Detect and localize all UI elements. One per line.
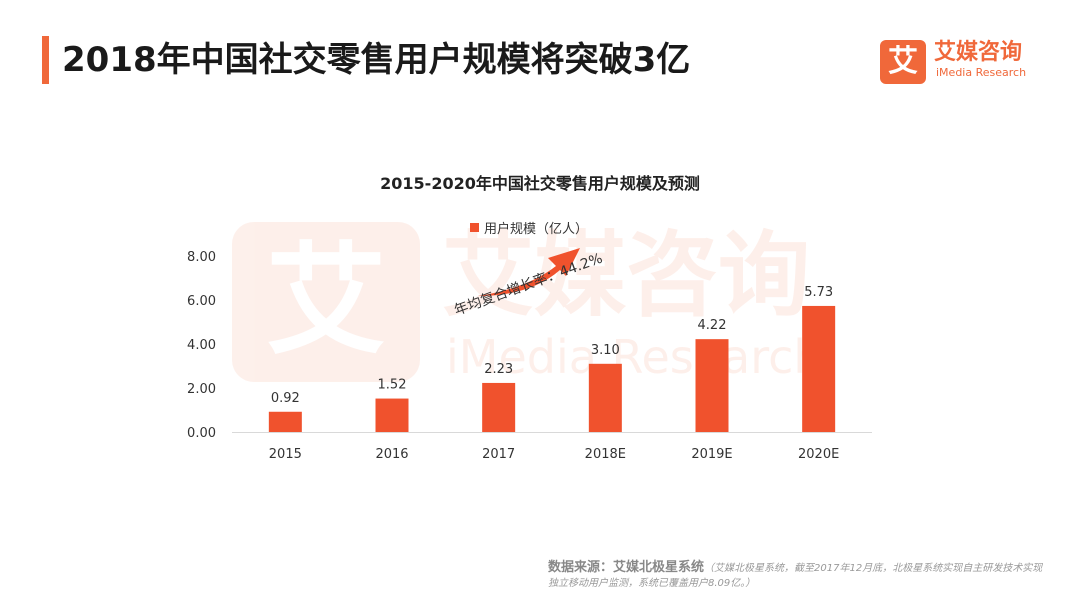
y-tick-label: 8.00 <box>187 250 216 265</box>
page-title: 2018年中国社交零售用户规模将突破3亿 <box>62 40 691 80</box>
data-label: 3.10 <box>591 343 620 358</box>
data-label: 0.92 <box>271 391 300 406</box>
brand-subtitle: iMedia Research <box>936 66 1027 79</box>
x-tick-label: 2019E <box>691 447 732 462</box>
data-label: 2.23 <box>484 362 513 377</box>
x-tick-label: 2020E <box>798 447 839 462</box>
brand-mark-icon: 艾 <box>880 40 926 84</box>
source-system: 艾媒北极星系统 <box>613 560 705 575</box>
chart-legend: 用户规模（亿人） <box>470 218 588 237</box>
legend-swatch <box>470 223 479 232</box>
x-tick-label: 2016 <box>375 447 408 462</box>
x-tick-label: 2018E <box>585 447 626 462</box>
data-source: 数据来源：艾媒北极星系统（艾媒北极星系统，截至2017年12月底，北极星系统实现… <box>548 560 1048 591</box>
data-label: 4.22 <box>698 318 727 333</box>
bar <box>375 398 409 432</box>
growth-arrow-icon <box>478 248 580 296</box>
bar <box>802 305 836 432</box>
x-tick-label: 2015 <box>269 447 302 462</box>
data-label: 1.52 <box>378 378 407 393</box>
bar <box>482 382 516 432</box>
legend-label: 用户规模（亿人） <box>484 222 589 237</box>
bar <box>268 411 302 432</box>
y-tick-label: 2.00 <box>187 382 216 397</box>
x-tick-label: 2017 <box>482 447 515 462</box>
brand-name: 艾媒咨询 <box>934 40 1023 65</box>
y-tick-label: 6.00 <box>187 294 216 309</box>
bar <box>588 363 622 432</box>
y-tick-label: 0.00 <box>187 426 216 441</box>
data-label: 5.73 <box>804 285 833 300</box>
y-tick-label: 4.00 <box>187 338 216 353</box>
bar <box>695 339 729 432</box>
brand-logo: 艾 艾媒咨询 iMedia Research <box>880 40 1058 84</box>
source-note: （艾媒北极星系统，截至2017年12月底，北极星系统实现自主研发技术实现独立移动… <box>548 563 1043 589</box>
chart-title: 2015-2020年中国社交零售用户规模及预测 <box>380 174 700 193</box>
source-label: 数据来源： <box>548 560 614 575</box>
title-accent-bar <box>42 36 49 84</box>
